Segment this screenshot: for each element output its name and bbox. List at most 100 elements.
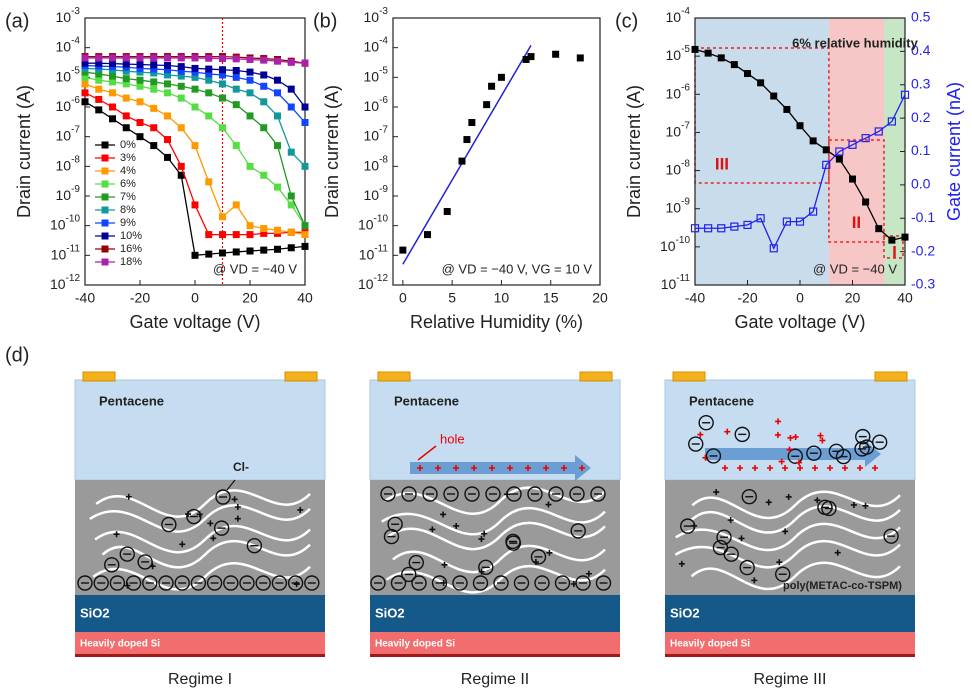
y2-tick-label: 0.0 xyxy=(911,176,931,192)
ion-label: Cl- xyxy=(233,460,249,474)
marker xyxy=(219,71,226,79)
marker xyxy=(274,226,281,234)
cation xyxy=(179,541,186,548)
marker xyxy=(150,61,158,69)
anion xyxy=(431,575,448,591)
marker xyxy=(109,54,116,62)
marker xyxy=(795,217,805,226)
polymer-chain xyxy=(95,489,311,518)
x-tick-label: 20 xyxy=(592,290,608,306)
marker xyxy=(109,72,116,80)
anion xyxy=(137,554,153,570)
marker xyxy=(81,98,89,106)
semiconductor-label: Pentacene xyxy=(689,393,754,408)
dielectric-layer xyxy=(75,595,325,632)
cation xyxy=(585,570,592,577)
anion xyxy=(464,486,480,502)
marker xyxy=(301,242,309,250)
y-tick-label: 10-5 xyxy=(56,65,81,84)
marker xyxy=(150,124,158,132)
carrier-arrow xyxy=(705,441,881,467)
cation xyxy=(774,431,781,438)
marker xyxy=(122,54,130,62)
y-tick-label: 10-8 xyxy=(56,154,81,173)
marker xyxy=(205,54,213,62)
anion xyxy=(287,575,304,591)
marker xyxy=(122,94,130,102)
marker xyxy=(483,101,491,109)
cation xyxy=(827,465,833,471)
marker xyxy=(287,103,295,111)
marker xyxy=(757,79,765,87)
cation xyxy=(737,465,743,471)
cation xyxy=(817,432,824,439)
marker xyxy=(191,201,199,209)
cation xyxy=(297,506,304,513)
marker xyxy=(95,54,103,62)
marker xyxy=(122,112,130,120)
cation xyxy=(722,465,728,471)
marker xyxy=(301,103,309,111)
marker xyxy=(576,54,584,62)
marker xyxy=(287,148,295,156)
marker xyxy=(191,73,199,81)
marker xyxy=(232,55,240,63)
marker xyxy=(177,82,185,90)
cation xyxy=(440,511,447,518)
y-axis-title: Drain current (A) xyxy=(14,85,34,218)
cation xyxy=(435,465,441,471)
cation xyxy=(727,517,734,524)
panel-label: (c) xyxy=(615,10,638,32)
marker xyxy=(205,65,213,73)
anion xyxy=(506,486,522,502)
marker xyxy=(150,85,158,93)
semiconductor-layer xyxy=(74,379,326,481)
cation xyxy=(850,501,857,508)
marker xyxy=(522,55,530,63)
anion xyxy=(380,486,396,502)
marker xyxy=(809,137,817,145)
x-tick-label: 20 xyxy=(242,290,258,306)
marker xyxy=(232,142,240,150)
carrier-label: hole xyxy=(440,431,465,446)
marker xyxy=(497,73,505,81)
cation xyxy=(814,497,821,504)
x-tick-label: 0 xyxy=(191,290,199,306)
marker xyxy=(769,244,778,253)
marker xyxy=(177,63,185,71)
anion xyxy=(590,486,606,502)
marker xyxy=(81,89,89,97)
legend-label: 0% xyxy=(120,139,136,151)
anion xyxy=(680,518,696,534)
marker xyxy=(205,76,213,84)
cation xyxy=(234,515,241,522)
cation xyxy=(210,535,217,542)
y2-axis-title: Gate current (nA) xyxy=(944,82,964,221)
marker xyxy=(95,59,103,67)
marker xyxy=(219,94,226,102)
cation xyxy=(525,465,531,471)
x-tick-label: 15 xyxy=(543,290,559,306)
marker xyxy=(205,250,213,258)
regime-title: Regime III xyxy=(754,671,827,688)
marker xyxy=(488,82,496,90)
polymer-chain xyxy=(89,504,311,533)
marker xyxy=(301,222,309,230)
anion xyxy=(570,523,586,539)
y2-tick-label: -0.1 xyxy=(911,209,935,225)
legend-marker xyxy=(101,245,109,253)
marker xyxy=(900,90,910,99)
x-tick-label: -20 xyxy=(737,290,757,306)
contact xyxy=(82,371,116,382)
marker xyxy=(164,54,171,62)
anion xyxy=(206,575,223,591)
cation xyxy=(453,465,459,471)
y-axis-title: Drain current (A) xyxy=(322,85,342,218)
y-tick-label: 10-3 xyxy=(364,6,389,25)
marker xyxy=(287,192,295,200)
legend-marker xyxy=(101,154,109,162)
anion xyxy=(548,486,564,502)
marker xyxy=(246,76,254,84)
marker xyxy=(287,244,295,252)
marker xyxy=(246,89,254,97)
